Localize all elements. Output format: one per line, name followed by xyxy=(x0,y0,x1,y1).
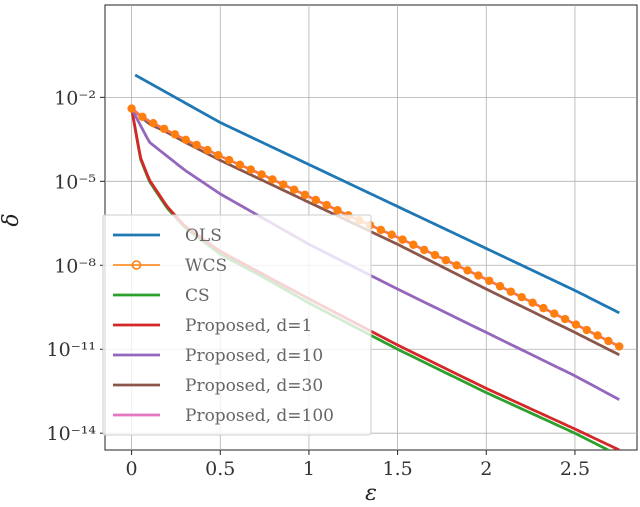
data-point-wcs xyxy=(615,342,624,351)
data-point-wcs xyxy=(398,235,407,244)
data-point-wcs xyxy=(300,190,310,200)
x-tick-label: 2.5 xyxy=(560,458,590,480)
data-point-wcs xyxy=(452,261,461,270)
data-point-wcs xyxy=(582,325,591,335)
data-point-wcs xyxy=(539,303,548,313)
series-line-proposed-d-10 xyxy=(130,107,620,401)
data-point-wcs xyxy=(214,150,223,160)
y-tick-label: 10⁻⁵ xyxy=(54,171,96,193)
series-line-ols xyxy=(134,73,620,315)
data-point-wcs xyxy=(224,155,234,165)
legend-marker-wcs xyxy=(131,260,142,270)
x-tick-label: 0.5 xyxy=(205,458,235,480)
legend: OLS WCS CS Proposed, d=1 Proposed, d=10 Propo… xyxy=(102,214,372,436)
data-point-wcs xyxy=(138,112,147,121)
y-tick-label: 10⁻² xyxy=(54,87,96,109)
data-point-wcs xyxy=(409,240,418,249)
series-line-proposed-d-30 xyxy=(130,107,620,357)
legend-box xyxy=(102,214,372,436)
legend-label-ols: OLS xyxy=(185,226,222,246)
data-point-wcs xyxy=(517,292,526,302)
legend-label-cs: CS xyxy=(185,286,210,306)
data-point-wcs xyxy=(289,185,299,194)
data-point-wcs xyxy=(333,206,342,215)
data-point-wcs xyxy=(485,276,494,285)
data-point-wcs xyxy=(268,175,277,184)
data-point-wcs xyxy=(127,104,136,113)
data-point-wcs xyxy=(235,160,245,170)
data-point-wcs xyxy=(257,170,266,179)
data-point-wcs xyxy=(149,119,158,128)
data-point-wcs xyxy=(311,195,321,205)
data-point-wcs xyxy=(246,165,256,174)
y-axis: 10⁻² 10⁻⁵ 10⁻⁸ 10⁻¹¹ 10⁻¹⁴ xyxy=(47,87,105,445)
data-point-wcs xyxy=(495,282,505,291)
x-tick-label: 2 xyxy=(480,458,492,480)
data-point-wcs xyxy=(159,124,169,134)
data-point-wcs xyxy=(192,140,201,150)
x-axis-label: ε xyxy=(365,481,377,506)
legend-label-proposed-d-100: Proposed, d=100 xyxy=(185,406,334,426)
data-point-wcs xyxy=(387,230,396,239)
data-point-wcs xyxy=(441,255,451,265)
y-tick-label: 10⁻¹⁴ xyxy=(47,423,97,445)
series-line-wcs xyxy=(131,107,620,348)
data-point-wcs xyxy=(203,145,212,155)
data-point-wcs xyxy=(506,287,516,296)
data-point-wcs xyxy=(604,336,613,346)
x-tick-label: 1 xyxy=(303,458,315,480)
data-point-wcs xyxy=(474,271,483,280)
data-point-wcs xyxy=(560,314,570,324)
data-point-wcs xyxy=(430,250,440,260)
legend-label-proposed-d-1: Proposed, d=1 xyxy=(185,316,312,336)
legend-label-proposed-d-10: Proposed, d=10 xyxy=(185,346,323,366)
data-point-wcs xyxy=(279,180,288,189)
data-point-wcs xyxy=(322,200,331,210)
x-tick-label: 0 xyxy=(126,458,138,480)
legend-label-wcs: WCS xyxy=(185,256,227,276)
data-point-wcs xyxy=(550,309,559,318)
data-point-wcs xyxy=(170,130,180,139)
data-point-wcs xyxy=(528,298,537,307)
data-point-wcs xyxy=(376,225,386,235)
y-tick-label: 10⁻⁸ xyxy=(54,255,96,277)
x-axis: 0 0.5 1 1.5 2 2.5 xyxy=(126,450,590,480)
data-point-wcs xyxy=(420,245,429,255)
legend-label-proposed-d-30: Proposed, d=30 xyxy=(185,376,323,396)
y-axis-label: δ xyxy=(0,213,24,226)
data-point-wcs xyxy=(181,135,190,145)
data-point-wcs xyxy=(571,320,581,329)
data-point-wcs xyxy=(593,331,602,340)
data-point-wcs xyxy=(463,266,472,275)
x-tick-label: 1.5 xyxy=(382,458,412,480)
y-tick-label: 10⁻¹¹ xyxy=(47,339,96,361)
